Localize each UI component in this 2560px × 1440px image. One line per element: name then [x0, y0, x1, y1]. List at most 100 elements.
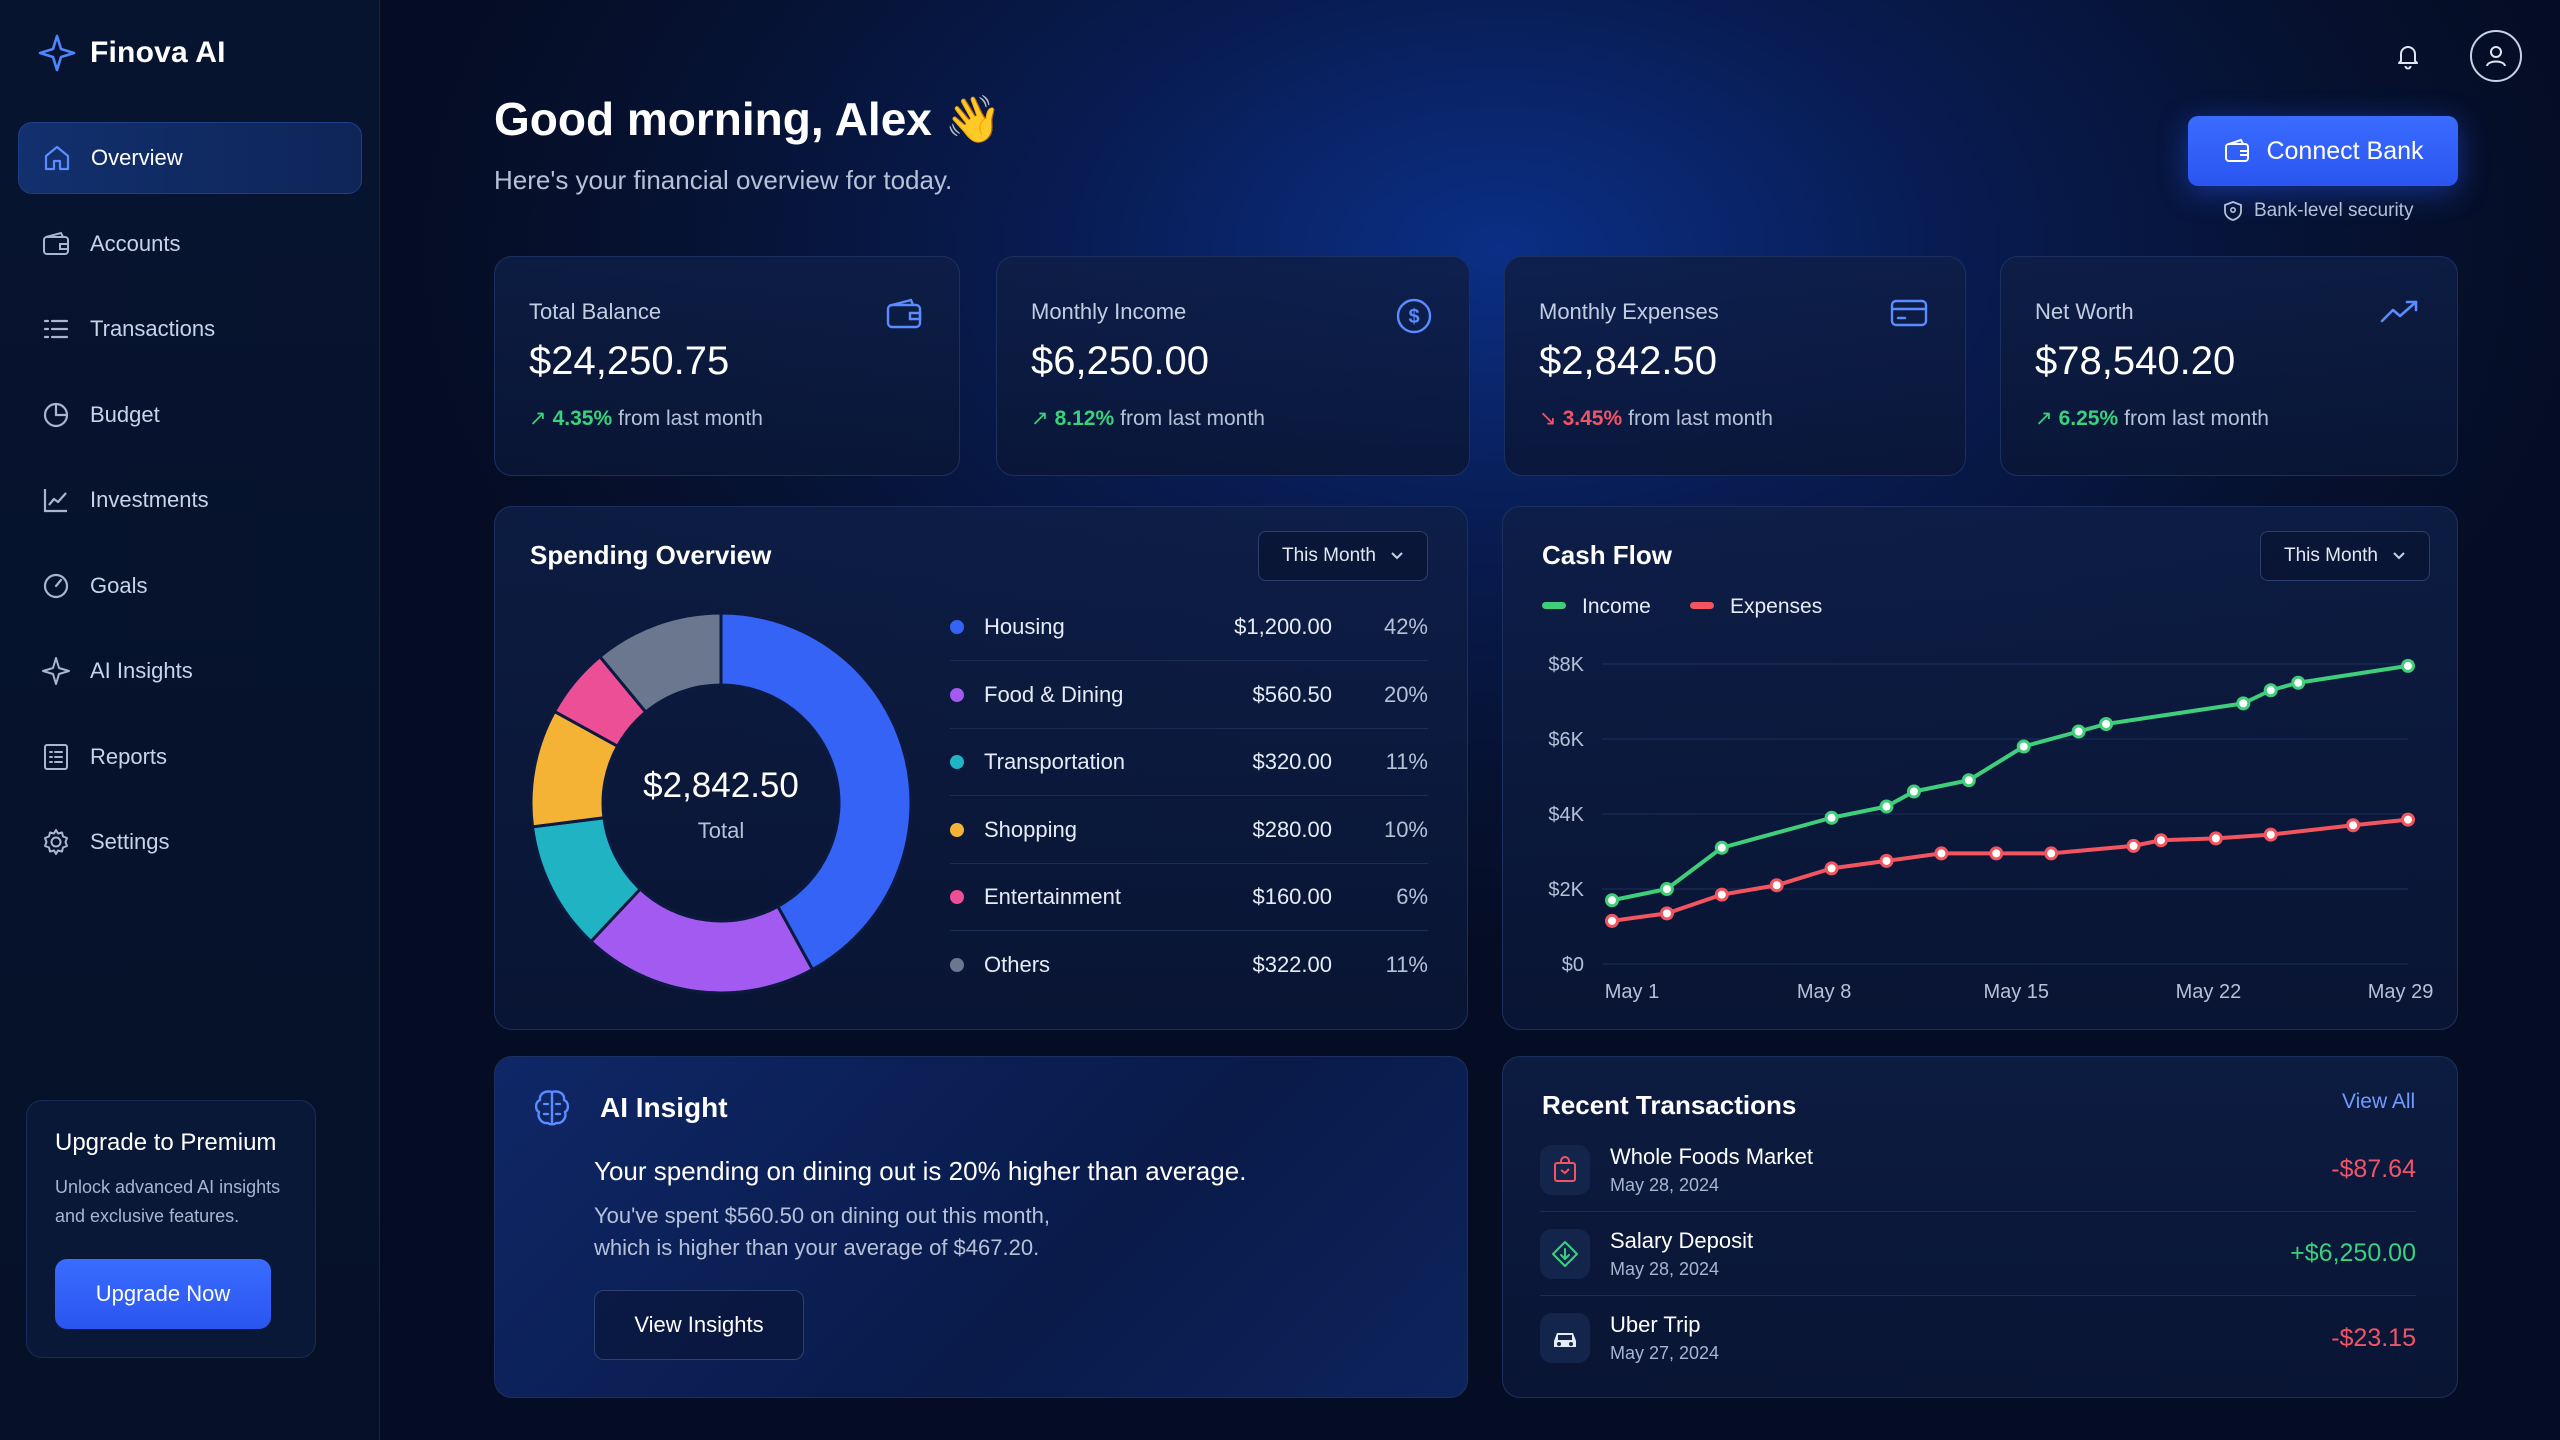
data-point-expenses — [1714, 887, 1729, 902]
transaction-row[interactable]: Whole Foods Market May 28, 2024 -$87.64 — [1540, 1128, 2416, 1212]
transaction-row[interactable]: Salary Deposit May 28, 2024 +$6,250.00 — [1540, 1212, 2416, 1296]
ai-insight-body: You've spent $560.50 on dining out this … — [594, 1200, 1154, 1264]
transaction-amount: -$23.15 — [2331, 1323, 2416, 1352]
bank-card-icon — [2222, 136, 2252, 166]
legend-percent: 20% — [1383, 681, 1428, 707]
cash-flow-period-select[interactable]: This Month — [2260, 531, 2430, 581]
main-nav: Overview Accounts Transactions Budget In… — [18, 122, 362, 892]
legend-swatch-expenses — [1690, 602, 1714, 609]
legend-row: Shopping $280.00 10% — [950, 797, 1428, 864]
data-point-expenses — [1605, 913, 1619, 928]
spending-overview-title: Spending Overview — [530, 540, 772, 570]
spending-donut-chart — [529, 611, 913, 995]
legend-percent: 11% — [1385, 749, 1428, 774]
gear-icon — [40, 826, 72, 858]
transaction-row[interactable]: Uber Trip May 27, 2024 -$23.15 — [1540, 1296, 2416, 1380]
sparkle-logo-icon — [38, 34, 76, 72]
upgrade-now-button[interactable]: Upgrade Now — [55, 1259, 271, 1329]
sidebar-item-ai-insights[interactable]: AI Insights — [18, 635, 362, 707]
donut-slice-housing — [719, 611, 913, 972]
sidebar-item-accounts[interactable]: Accounts — [18, 208, 362, 280]
data-point-income — [1906, 784, 1921, 799]
legend-dot — [950, 620, 964, 634]
stat-card-monthly-expenses: Monthly Expenses $2,842.50 ↘ 3.45% from … — [1504, 256, 1966, 476]
legend-row: Housing $1,200.00 42% — [950, 594, 1428, 661]
premium-title: Upgrade to Premium — [55, 1129, 277, 1156]
y-tick-label: $8K — [1548, 654, 1584, 676]
profile-button[interactable] — [2470, 30, 2522, 82]
data-point-expenses — [1659, 906, 1674, 921]
arrow-up-right-icon: ↗ — [2035, 407, 2053, 430]
legend-amount: $320.00 — [1252, 749, 1332, 774]
view-insights-button[interactable]: View Insights — [594, 1290, 804, 1360]
user-icon — [2482, 42, 2510, 70]
data-point-expenses — [2346, 818, 2361, 833]
sidebar-item-goals[interactable]: Goals — [18, 550, 362, 622]
legend-row: Food & Dining $560.50 20% — [950, 662, 1428, 729]
data-point-income — [2291, 675, 2306, 690]
legend-percent: 11% — [1385, 952, 1428, 977]
shopping-bag-icon — [1540, 1144, 1590, 1195]
stat-card-monthly-income: Monthly Income $6,250.00 ↗ 8.12% from la… — [996, 256, 1470, 476]
arrow-up-right-icon: ↗ — [529, 407, 547, 430]
legend-label-income: Income — [1582, 595, 1651, 618]
list-icon — [40, 313, 72, 345]
sidebar-item-reports[interactable]: Reports — [18, 721, 362, 793]
connect-bank-button[interactable]: Connect Bank — [2188, 116, 2458, 186]
data-point-expenses — [2153, 833, 2168, 848]
legend-percent: 10% — [1383, 816, 1428, 842]
shield-icon — [2222, 200, 2244, 222]
donut-slice-others — [597, 611, 723, 715]
notifications-button[interactable] — [2382, 30, 2434, 82]
recent-transactions-panel — [1502, 1056, 2458, 1398]
transaction-name: Salary Deposit — [1610, 1227, 1754, 1253]
sidebar-item-overview[interactable]: Overview — [18, 122, 362, 194]
sidebar: Finova AI Overview Accounts Transactions… — [0, 0, 380, 1440]
data-point-income — [2099, 717, 2114, 731]
sidebar-item-settings[interactable]: Settings — [18, 806, 362, 878]
data-point-income — [1824, 810, 1839, 825]
sidebar-item-investments[interactable]: Investments — [18, 464, 362, 536]
wallet-icon — [40, 228, 72, 260]
legend-dot — [950, 822, 964, 837]
bell-icon — [2393, 41, 2423, 71]
stat-label: Monthly Income — [1031, 299, 1187, 324]
trend-up-icon — [2379, 297, 2421, 327]
data-point-expenses — [2401, 812, 2415, 827]
premium-description: Unlock advanced AI insights and exclusiv… — [55, 1173, 287, 1231]
connect-bank-label: Connect Bank — [2266, 136, 2424, 165]
wallet-icon — [885, 297, 923, 331]
sidebar-item-label: Budget — [90, 401, 160, 427]
brand[interactable]: Finova AI — [38, 34, 226, 72]
deposit-icon — [1540, 1228, 1590, 1279]
legend-row: Transportation $320.00 11% — [950, 729, 1428, 796]
sidebar-item-budget[interactable]: Budget — [18, 379, 362, 451]
stat-change-suffix: from last month — [1120, 406, 1265, 430]
spending-period-select[interactable]: This Month — [1258, 531, 1428, 581]
view-all-link[interactable]: View All — [2342, 1090, 2416, 1113]
premium-card: Upgrade to Premium Unlock advanced AI in… — [26, 1100, 316, 1358]
data-point-income — [1961, 773, 1976, 788]
stat-change: ↗ 8.12% from last month — [1031, 406, 1435, 431]
stat-change-suffix: from last month — [618, 406, 763, 430]
data-point-expenses — [2044, 846, 2059, 861]
premium-line-2: and exclusive features. — [55, 1206, 240, 1226]
data-point-income — [2071, 724, 2086, 739]
y-tick-label: $6K — [1548, 729, 1584, 751]
page-subtitle: Here's your financial overview for today… — [494, 165, 953, 195]
transaction-name: Whole Foods Market — [1610, 1143, 1813, 1169]
legend-amount: $280.00 — [1252, 816, 1332, 842]
sidebar-item-transactions[interactable]: Transactions — [18, 293, 362, 365]
sidebar-item-label: Transactions — [90, 316, 216, 341]
chart-line-icon — [40, 484, 72, 516]
ai-insight-body-line-2: which is higher than your average of $46… — [594, 1235, 1040, 1260]
legend-amount: $1,200.00 — [1234, 614, 1332, 639]
sidebar-item-label: Reports — [90, 743, 168, 769]
x-tick-label: May 15 — [1983, 981, 2049, 1003]
legend-category: Shopping — [984, 816, 1077, 842]
stat-change-percent: 6.25% — [2058, 406, 2119, 430]
data-point-expenses — [1824, 861, 1839, 876]
stat-change-suffix: from last month — [2124, 406, 2269, 430]
data-point-expenses — [2263, 827, 2278, 842]
security-label: Bank-level security — [2254, 200, 2414, 221]
